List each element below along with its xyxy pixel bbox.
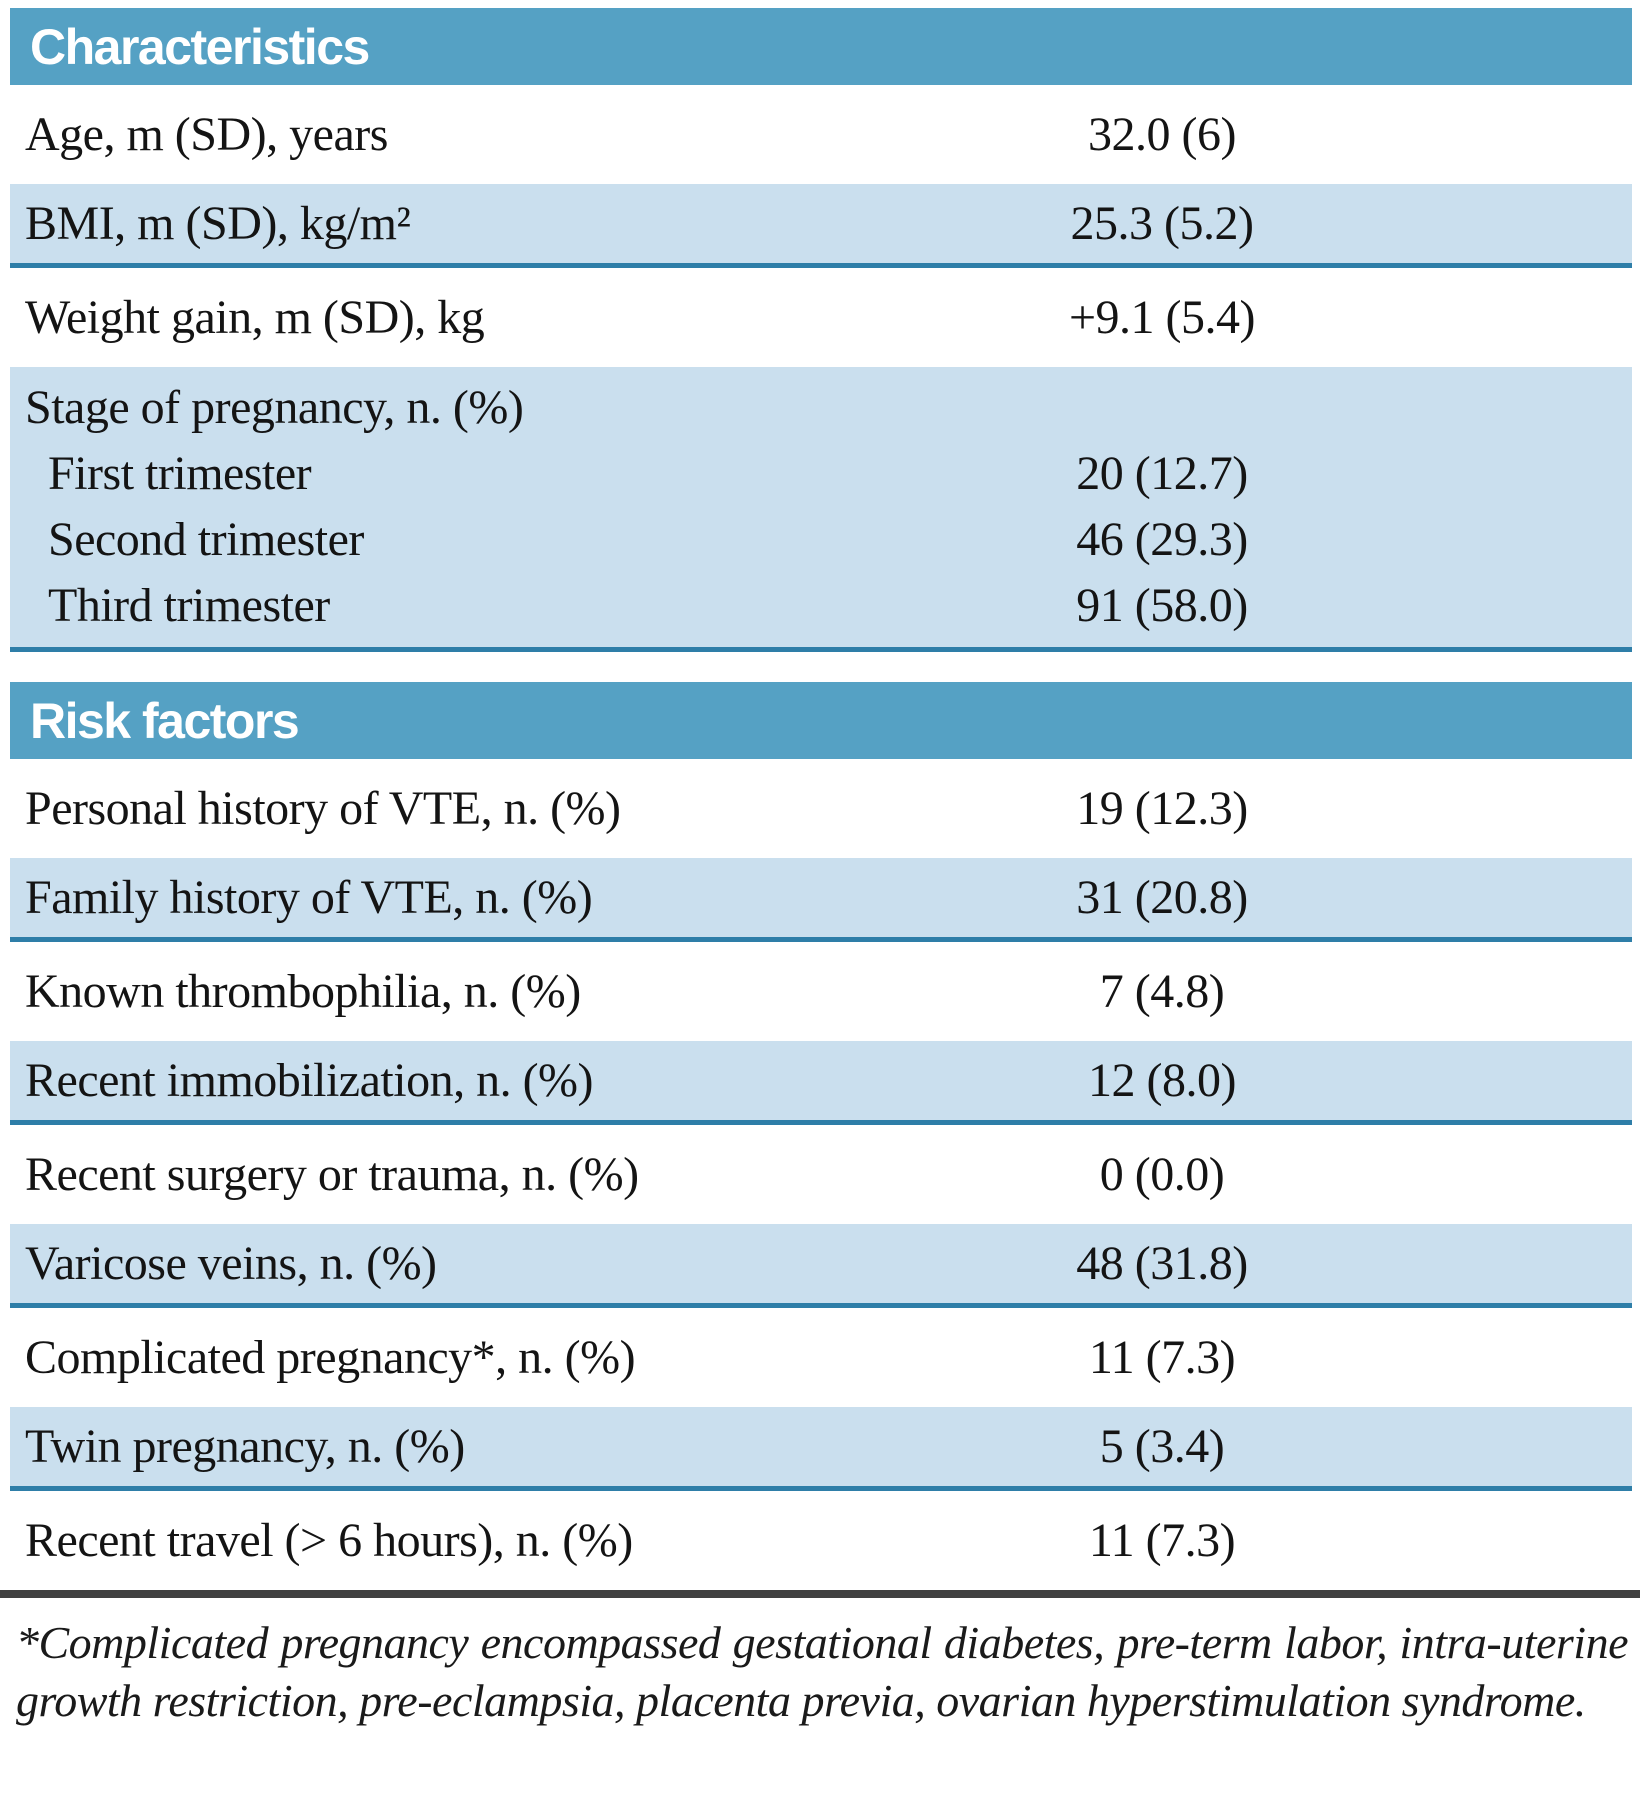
row-value: 19 (12.3) bbox=[1076, 782, 1248, 835]
row-label: Family history of VTE, n. (%) bbox=[25, 871, 593, 924]
subrow-label: Second trimester bbox=[48, 513, 364, 566]
row-value: +9.1 (5.4) bbox=[1068, 291, 1256, 344]
table-row: Varicose veins, n. (%) 48 (31.8) bbox=[10, 1224, 1632, 1308]
row-label: Stage of pregnancy, n. (%) bbox=[25, 381, 524, 434]
subrow-value: 20 (12.7) bbox=[1076, 447, 1248, 500]
table-row: Personal history of VTE, n. (%) 19 (12.3) bbox=[10, 759, 1632, 858]
section-title: Characteristics bbox=[30, 18, 370, 75]
row-value: 11 (7.3) bbox=[1088, 1331, 1236, 1384]
risk-factors-rows: Personal history of VTE, n. (%) 19 (12.3)… bbox=[10, 759, 1632, 1590]
row-value: 11 (7.3) bbox=[1088, 1514, 1236, 1567]
section-risk-factors: Risk factors Personal history of VTE, n.… bbox=[10, 682, 1632, 1590]
subrow-value: 91 (58.0) bbox=[1076, 579, 1248, 632]
row-label: Complicated pregnancy*, n. (%) bbox=[25, 1331, 636, 1384]
section-header-risk-factors: Risk factors bbox=[10, 682, 1632, 759]
footnote-text: *Complicated pregnancy encompassed gesta… bbox=[16, 1617, 1629, 1726]
section-title: Risk factors bbox=[30, 692, 300, 749]
row-label: Recent immobilization, n. (%) bbox=[25, 1054, 594, 1107]
row-label: Known thrombophilia, n. (%) bbox=[25, 965, 581, 1018]
characteristics-rows: Age, m (SD), years 32.0 (6) BMI, m (SD), k… bbox=[10, 85, 1632, 652]
row-value: 5 (3.4) bbox=[1099, 1420, 1225, 1473]
section-gap bbox=[10, 652, 1632, 682]
row-label: Weight gain, m (SD), kg bbox=[25, 291, 485, 344]
row-value: 48 (31.8) bbox=[1076, 1237, 1248, 1290]
row-value: 25.3 (5.2) bbox=[1070, 197, 1254, 250]
table-row: Family history of VTE, n. (%) 31 (20.8) bbox=[10, 858, 1632, 942]
row-value: 31 (20.8) bbox=[1076, 871, 1248, 924]
row-value: 12 (8.0) bbox=[1088, 1054, 1236, 1107]
subrow-value: 46 (29.3) bbox=[1076, 513, 1248, 566]
row-label: Twin pregnancy, n. (%) bbox=[25, 1420, 465, 1473]
section-characteristics: Characteristics Age, m (SD), years 32.0 (… bbox=[10, 8, 1632, 652]
row-label: Recent travel (> 6 hours), n. (%) bbox=[25, 1514, 633, 1567]
table-row: Recent immobilization, n. (%) 12 (8.0) bbox=[10, 1041, 1632, 1125]
subrow-label: First trimester bbox=[48, 447, 312, 500]
row-value: 32.0 (6) bbox=[1088, 108, 1236, 161]
row-label: Age, m (SD), years bbox=[25, 108, 388, 161]
table-row: Twin pregnancy, n. (%) 5 (3.4) bbox=[10, 1407, 1632, 1491]
row-value: 7 (4.8) bbox=[1099, 965, 1225, 1018]
subrow-label: Third trimester bbox=[48, 579, 330, 632]
row-label: Personal history of VTE, n. (%) bbox=[25, 782, 621, 835]
row-label: Varicose veins, n. (%) bbox=[25, 1237, 437, 1290]
table-row: Known thrombophilia, n. (%) 7 (4.8) bbox=[10, 942, 1632, 1041]
table-row: Weight gain, m (SD), kg +9.1 (5.4) bbox=[10, 268, 1632, 367]
table-row: Recent travel (> 6 hours), n. (%) 11 (7.3… bbox=[10, 1491, 1632, 1590]
row-label: BMI, m (SD), kg/m² bbox=[25, 197, 411, 250]
table-row: Stage of pregnancy, n. (%) First trimeste… bbox=[10, 367, 1632, 652]
table-row: BMI, m (SD), kg/m² 25.3 (5.2) bbox=[10, 184, 1632, 268]
row-label: Recent surgery or trauma, n. (%) bbox=[25, 1148, 639, 1201]
table-row: Recent surgery or trauma, n. (%) 0 (0.0) bbox=[10, 1125, 1632, 1224]
row-value: 0 (0.0) bbox=[1099, 1148, 1225, 1201]
table-row: Age, m (SD), years 32.0 (6) bbox=[10, 85, 1632, 184]
footnote-rule bbox=[0, 1590, 1640, 1598]
table-row: Complicated pregnancy*, n. (%) 11 (7.3) bbox=[10, 1308, 1632, 1407]
section-header-characteristics: Characteristics bbox=[10, 8, 1632, 85]
